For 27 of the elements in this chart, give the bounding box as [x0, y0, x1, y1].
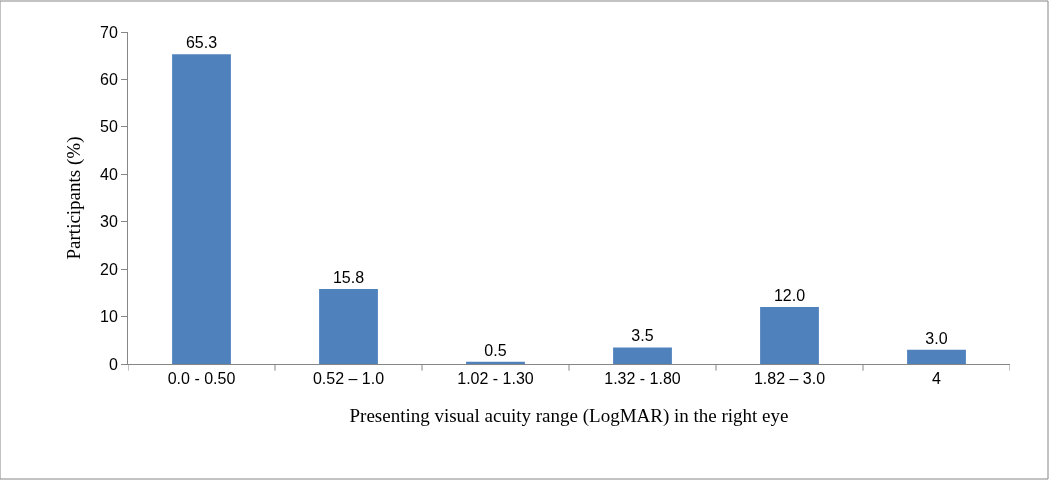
y-tick-label: 20 — [100, 260, 118, 278]
data-label: 3.0 — [925, 329, 948, 347]
bar — [760, 307, 819, 364]
data-label: 12.0 — [773, 287, 806, 305]
x-axis-title: Presenting visual acuity range (LogMAR) in the right eye — [349, 405, 789, 427]
y-tick-label: 40 — [100, 165, 118, 183]
x-tick-label: 1.02 - 1.30 — [457, 370, 534, 388]
y-axis-title: Participants (%) — [62, 136, 85, 260]
bar — [172, 54, 231, 364]
y-tick-label: 60 — [100, 71, 118, 89]
bar — [907, 349, 966, 364]
y-tick-label: 10 — [100, 308, 118, 326]
y-tick-label: 30 — [100, 213, 118, 231]
x-tick-label: 0.52 – 1.0 — [312, 370, 385, 388]
data-label: 3.5 — [631, 327, 654, 345]
y-tick-label: 0 — [108, 355, 118, 373]
x-tick-label: 1.82 – 3.0 — [753, 370, 826, 388]
bar — [613, 347, 672, 364]
y-tick-label: 70 — [100, 23, 118, 41]
x-tick-label: 1.32 - 1.80 — [604, 370, 681, 388]
data-label: 15.8 — [332, 269, 365, 287]
y-tick-label: 50 — [100, 118, 118, 136]
data-label: 65.3 — [185, 34, 218, 52]
data-label: 0.5 — [484, 341, 507, 359]
bar — [319, 289, 378, 364]
x-tick-label: 0.0 - 0.50 — [167, 370, 236, 388]
x-tick-label: 4 — [932, 370, 942, 388]
